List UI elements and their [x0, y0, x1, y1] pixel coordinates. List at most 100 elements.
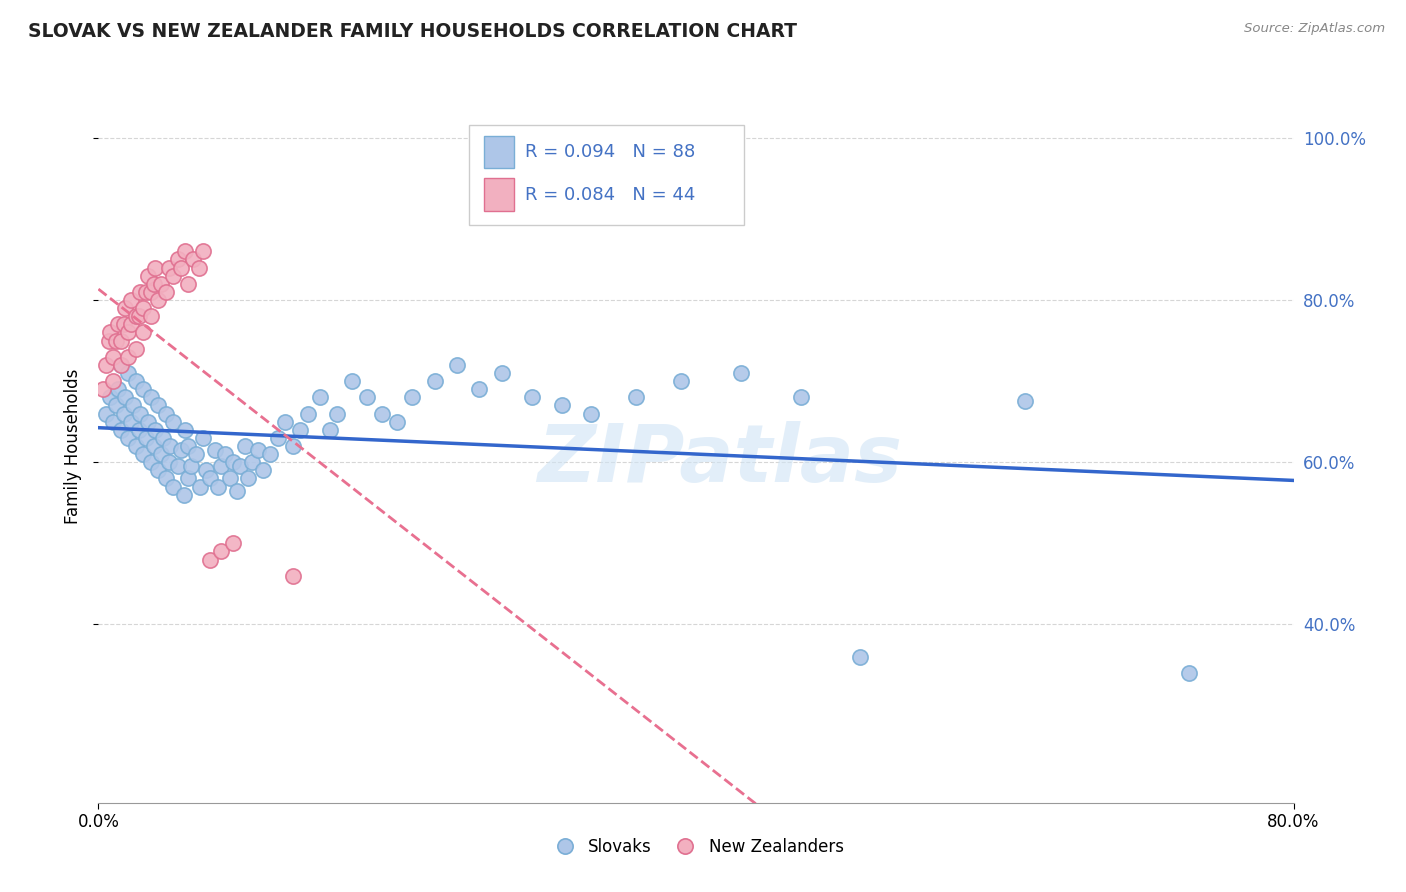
Point — [91, 382, 114, 396]
Point — [125, 374, 148, 388]
Point — [125, 310, 148, 324]
Point — [356, 390, 378, 404]
Point — [401, 390, 423, 404]
Point — [148, 293, 170, 307]
Point — [169, 260, 191, 275]
Point — [142, 439, 165, 453]
FancyBboxPatch shape — [470, 125, 744, 225]
Point — [139, 455, 162, 469]
Point — [204, 443, 226, 458]
Point — [139, 310, 162, 324]
Text: Source: ZipAtlas.com: Source: ZipAtlas.com — [1244, 22, 1385, 36]
Point — [157, 455, 180, 469]
Point — [117, 431, 139, 445]
Point — [162, 268, 184, 283]
Point — [98, 390, 122, 404]
Text: R = 0.094   N = 88: R = 0.094 N = 88 — [524, 143, 696, 161]
Point — [162, 479, 184, 493]
Point — [114, 301, 136, 315]
Point — [94, 358, 117, 372]
Point — [222, 455, 245, 469]
Point — [166, 459, 188, 474]
Text: ZIPatlas: ZIPatlas — [537, 421, 903, 500]
Point — [94, 407, 117, 421]
Point — [98, 326, 122, 340]
Point — [166, 252, 188, 267]
Point — [150, 447, 173, 461]
Point — [491, 366, 513, 380]
Point — [135, 431, 157, 445]
Point — [139, 390, 162, 404]
Point — [177, 471, 200, 485]
Point — [132, 326, 155, 340]
Point — [730, 366, 752, 380]
Point — [308, 390, 330, 404]
Point — [139, 285, 162, 299]
Point — [121, 399, 143, 413]
Point — [342, 374, 364, 388]
Point — [177, 439, 200, 453]
Point — [128, 310, 150, 324]
Point — [132, 382, 155, 396]
Point — [117, 350, 139, 364]
Point — [669, 374, 692, 388]
Point — [132, 447, 155, 461]
Point — [105, 334, 128, 348]
Point — [200, 552, 222, 566]
Point — [120, 415, 142, 429]
Point — [142, 277, 165, 291]
Point — [581, 407, 603, 421]
Point — [107, 318, 129, 332]
Point — [125, 439, 148, 453]
Point — [159, 439, 181, 453]
Point — [191, 244, 214, 259]
Point — [187, 260, 209, 275]
Point — [107, 382, 129, 396]
Point — [112, 407, 135, 421]
Point — [150, 277, 173, 291]
Point — [385, 415, 409, 429]
Point — [155, 471, 177, 485]
Point — [222, 536, 245, 550]
Point — [97, 334, 120, 348]
Text: SLOVAK VS NEW ZEALANDER FAMILY HOUSEHOLDS CORRELATION CHART: SLOVAK VS NEW ZEALANDER FAMILY HOUSEHOLD… — [28, 22, 797, 41]
Point — [200, 471, 222, 485]
Point — [181, 252, 204, 267]
Point — [195, 463, 218, 477]
Point — [288, 423, 311, 437]
Point — [114, 390, 136, 404]
Point — [207, 479, 229, 493]
Point — [136, 268, 159, 283]
Point — [136, 415, 159, 429]
Point — [229, 459, 252, 474]
Point — [267, 431, 290, 445]
FancyBboxPatch shape — [485, 136, 515, 168]
Point — [103, 415, 125, 429]
Point — [236, 471, 259, 485]
Point — [120, 293, 142, 307]
Point — [157, 260, 180, 275]
Point — [129, 285, 152, 299]
Point — [297, 407, 319, 421]
Point — [155, 407, 177, 421]
Point — [214, 447, 236, 461]
Point — [103, 350, 125, 364]
Point — [550, 399, 572, 413]
Point — [226, 483, 249, 498]
Point — [132, 301, 155, 315]
Point — [252, 463, 274, 477]
Point — [155, 285, 177, 299]
Point — [319, 423, 342, 437]
Point — [849, 649, 872, 664]
Point — [169, 443, 191, 458]
Point — [446, 358, 468, 372]
Point — [191, 431, 214, 445]
Point — [177, 277, 200, 291]
Point — [120, 318, 142, 332]
Point — [520, 390, 543, 404]
Point — [162, 415, 184, 429]
Point — [103, 374, 125, 388]
FancyBboxPatch shape — [485, 178, 515, 211]
Point — [148, 463, 170, 477]
Point — [423, 374, 446, 388]
